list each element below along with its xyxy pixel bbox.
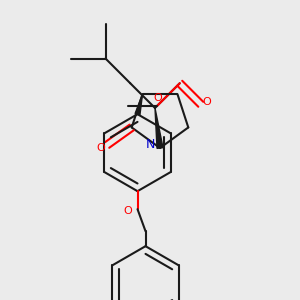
- Text: O: O: [97, 143, 106, 153]
- Polygon shape: [155, 108, 163, 148]
- Text: O: O: [123, 206, 132, 216]
- Polygon shape: [135, 94, 142, 115]
- Text: O: O: [153, 92, 162, 103]
- Text: N: N: [145, 139, 155, 152]
- Text: O: O: [202, 97, 211, 107]
